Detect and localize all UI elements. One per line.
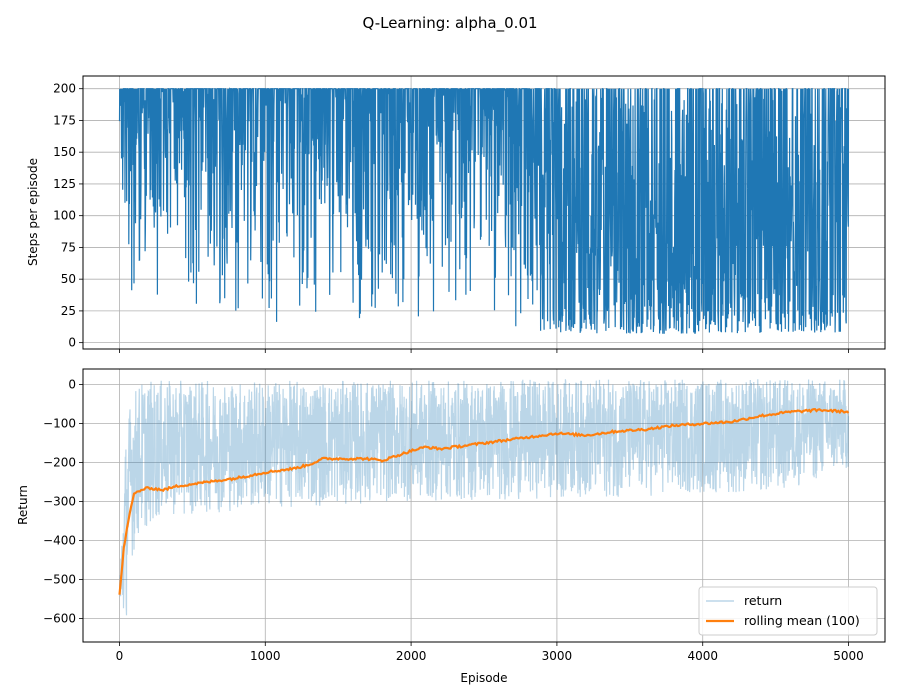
y-tick-label: −300: [43, 495, 76, 509]
return-grid: [83, 369, 885, 642]
y-tick-label: −500: [43, 573, 76, 587]
y-tick-label: 125: [53, 177, 76, 191]
return-series-line: [118, 379, 850, 616]
legend: return rolling mean (100): [698, 586, 878, 636]
steps-ticks: 0 25 50 75 100 125 150 175 200: [53, 82, 849, 353]
return-axes-frame: [82, 368, 886, 643]
steps-axes-frame: [82, 75, 886, 350]
x-tick-label: 5000: [833, 649, 864, 663]
legend-rolling-label: rolling mean (100): [744, 613, 860, 628]
rolling-mean-line: [118, 407, 850, 595]
steps-y-axis-label: Steps per episode: [26, 158, 40, 266]
y-tick-label: 200: [53, 82, 76, 96]
y-tick-label: −400: [43, 534, 76, 548]
y-tick-label: 0: [68, 336, 76, 350]
legend-return-label: return: [744, 593, 782, 608]
y-tick-label: −600: [43, 612, 76, 626]
y-tick-label: −100: [43, 417, 76, 431]
y-tick-label: 175: [53, 113, 76, 127]
episode-x-axis-label: Episode: [460, 671, 507, 685]
return-plot-area: [118, 379, 850, 616]
y-tick-label: 50: [61, 272, 76, 286]
y-tick-label: 25: [61, 304, 76, 318]
y-tick-label: 75: [61, 240, 76, 254]
x-tick-label: 1000: [250, 649, 281, 663]
x-tick-label: 3000: [542, 649, 573, 663]
steps-axes: 0 25 50 75 100 125 150 175 200 Steps per episode: [26, 75, 886, 353]
y-tick-label: −200: [43, 456, 76, 470]
y-tick-label: 150: [53, 145, 76, 159]
steps-series-line: [118, 87, 850, 334]
return-y-axis-label: Return: [16, 485, 30, 525]
return-ticks: 0 1000 2000 3000 4000 5000 0 −100 −200 −300 −400 −5…: [43, 378, 864, 663]
figure-title: Q-Learning: alpha_0.01: [362, 14, 537, 33]
steps-plot-area: [118, 87, 850, 334]
y-tick-label: 100: [53, 209, 76, 223]
return-axes: 0 1000 2000 3000 4000 5000 0 −100 −200 −300 −400 −5…: [16, 368, 886, 685]
x-tick-label: 2000: [396, 649, 427, 663]
x-tick-label: 4000: [687, 649, 718, 663]
x-tick-label: 0: [116, 649, 124, 663]
y-tick-label: 0: [68, 378, 76, 392]
legend-box: [698, 586, 878, 636]
